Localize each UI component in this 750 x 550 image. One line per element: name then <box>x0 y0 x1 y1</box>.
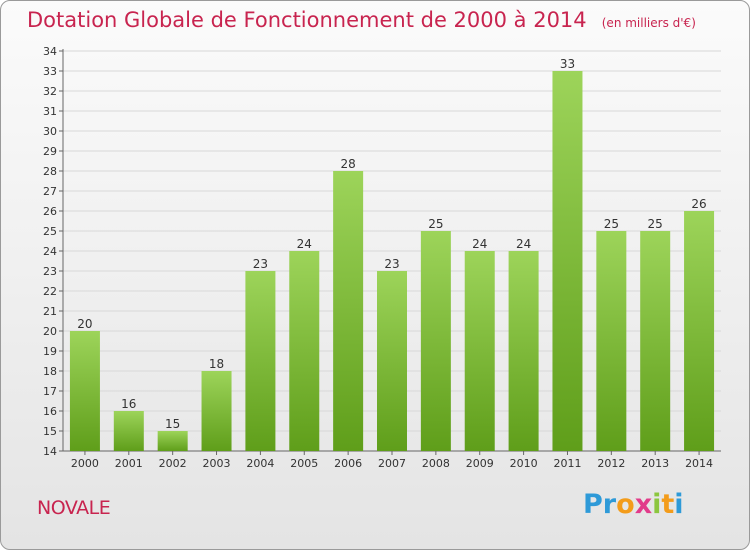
y-tick-label: 33 <box>43 65 57 78</box>
bar-value-label: 25 <box>428 217 443 231</box>
bar <box>420 231 451 451</box>
x-tick-label: 2011 <box>553 457 581 470</box>
bar-value-label: 15 <box>165 417 180 431</box>
logo-letter: r <box>602 489 617 520</box>
chart-title-main: Dotation Globale de Fonctionnement de 20… <box>27 8 587 32</box>
x-tick-label: 2003 <box>203 457 231 470</box>
y-tick-label: 25 <box>43 225 57 238</box>
y-tick-label: 15 <box>43 425 57 438</box>
bar-value-label: 25 <box>604 217 619 231</box>
y-tick-label: 17 <box>43 385 57 398</box>
logo-letter: i <box>674 489 684 520</box>
x-tick-label: 2004 <box>246 457 274 470</box>
bar <box>596 231 627 451</box>
y-tick-label: 24 <box>43 245 57 258</box>
y-tick-label: 26 <box>43 205 57 218</box>
labels: 14 15 16 17 18 19 20 21 22 23 24 25 26 27 28 29 30 31 32 33… <box>43 45 713 470</box>
chart-subtitle: (en milliers d'€) <box>601 16 696 30</box>
bar-value-label: 18 <box>209 357 224 371</box>
x-tick-label: 2001 <box>115 457 143 470</box>
logo-letter: x <box>634 489 653 520</box>
x-tick-label: 2009 <box>466 457 494 470</box>
bar <box>377 271 407 451</box>
x-tick-label: 2008 <box>422 457 450 470</box>
logo-letter: o <box>616 489 635 520</box>
logo-letter: i <box>652 489 662 520</box>
bar-value-label: 24 <box>297 237 312 251</box>
y-tick-label: 20 <box>43 325 57 338</box>
x-tick-label: 2013 <box>641 457 669 470</box>
bar-value-label: 25 <box>648 217 663 231</box>
bar-value-label: 16 <box>121 397 136 411</box>
bar-value-label: 33 <box>560 57 575 71</box>
bar <box>113 411 144 451</box>
x-tick-label: 2005 <box>290 457 318 470</box>
bar <box>69 331 100 451</box>
y-tick-label: 23 <box>43 265 57 278</box>
bar <box>508 251 539 451</box>
bar-value-label: 28 <box>340 157 355 171</box>
y-tick-label: 32 <box>43 85 57 98</box>
y-tick-label: 31 <box>43 105 57 118</box>
x-tick-label: 2000 <box>71 457 99 470</box>
x-tick-label: 2010 <box>510 457 538 470</box>
bar <box>333 171 364 451</box>
y-tick-label: 30 <box>43 125 57 138</box>
x-tick-label: 2014 <box>685 457 713 470</box>
bar <box>289 251 320 451</box>
logo-letter: t <box>661 489 675 520</box>
logo-letter: P <box>583 489 603 520</box>
y-tick-label: 29 <box>43 145 57 158</box>
y-tick-label: 16 <box>43 405 57 418</box>
bar <box>640 231 671 451</box>
y-tick-label: 19 <box>43 345 57 358</box>
y-tick-label: 28 <box>43 165 57 178</box>
bar-value-label: 20 <box>77 317 92 331</box>
bar-value-label: 23 <box>253 257 268 271</box>
bar-value-label: 24 <box>516 237 531 251</box>
x-tick-label: 2012 <box>597 457 625 470</box>
bar-value-label: 26 <box>691 197 706 211</box>
x-tick-label: 2007 <box>378 457 406 470</box>
bar <box>552 71 583 451</box>
y-tick-label: 34 <box>43 45 57 58</box>
y-tick-label: 21 <box>43 305 57 318</box>
y-tick-label: 22 <box>43 285 57 298</box>
x-tick-label: 2002 <box>159 457 187 470</box>
bar-value-label: 23 <box>384 257 399 271</box>
bar <box>201 371 232 451</box>
y-tick-label: 14 <box>43 445 57 458</box>
bar-value-label: 24 <box>472 237 487 251</box>
bar <box>157 431 188 451</box>
commune-name: NOVALE <box>37 497 111 519</box>
y-tick-label: 27 <box>43 185 57 198</box>
x-tick-label: 2006 <box>334 457 362 470</box>
chart-title: Dotation Globale de Fonctionnement de 20… <box>27 8 696 32</box>
bar <box>464 251 495 451</box>
y-tick-label: 18 <box>43 365 57 378</box>
proxiti-logo[interactable]: Proxiti <box>583 489 684 520</box>
bar <box>245 271 276 451</box>
bars <box>69 71 715 451</box>
bar <box>684 211 715 451</box>
